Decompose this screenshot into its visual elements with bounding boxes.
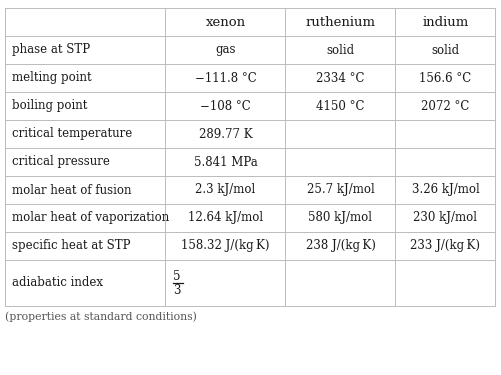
Text: 4150 °C: 4150 °C	[316, 99, 365, 112]
Text: 289.77 K: 289.77 K	[199, 128, 253, 141]
Text: 580 kJ/mol: 580 kJ/mol	[309, 211, 373, 225]
Text: 238 J/(kg K): 238 J/(kg K)	[306, 240, 375, 252]
Text: 2334 °C: 2334 °C	[316, 72, 365, 84]
Text: 158.32 J/(kg K): 158.32 J/(kg K)	[181, 240, 270, 252]
Text: gas: gas	[215, 44, 236, 57]
Text: 2072 °C: 2072 °C	[421, 99, 469, 112]
Text: melting point: melting point	[13, 72, 92, 84]
Text: 3.26 kJ/mol: 3.26 kJ/mol	[412, 183, 479, 196]
Text: molar heat of fusion: molar heat of fusion	[13, 183, 132, 196]
Text: −111.8 °C: −111.8 °C	[194, 72, 257, 84]
Text: 230 kJ/mol: 230 kJ/mol	[413, 211, 477, 225]
Text: (properties at standard conditions): (properties at standard conditions)	[6, 311, 197, 322]
Text: solid: solid	[431, 44, 459, 57]
Text: 156.6 °C: 156.6 °C	[419, 72, 471, 84]
Text: 25.7 kJ/mol: 25.7 kJ/mol	[307, 183, 374, 196]
Text: phase at STP: phase at STP	[13, 44, 91, 57]
Text: 12.64 kJ/mol: 12.64 kJ/mol	[188, 211, 263, 225]
Text: critical pressure: critical pressure	[13, 156, 110, 168]
Text: 5: 5	[173, 270, 181, 282]
Text: molar heat of vaporization: molar heat of vaporization	[13, 211, 170, 225]
Text: boiling point: boiling point	[13, 99, 88, 112]
Text: specific heat at STP: specific heat at STP	[13, 240, 131, 252]
Text: critical temperature: critical temperature	[13, 128, 133, 141]
Text: ruthenium: ruthenium	[306, 15, 376, 28]
Text: 3: 3	[173, 284, 181, 297]
Text: xenon: xenon	[205, 15, 245, 28]
Text: 2.3 kJ/mol: 2.3 kJ/mol	[195, 183, 256, 196]
Text: 233 J/(kg K): 233 J/(kg K)	[410, 240, 480, 252]
Text: solid: solid	[327, 44, 355, 57]
Text: −108 °C: −108 °C	[200, 99, 251, 112]
Text: 5.841 MPa: 5.841 MPa	[193, 156, 258, 168]
Text: adiabatic index: adiabatic index	[13, 276, 104, 290]
Text: indium: indium	[422, 15, 468, 28]
